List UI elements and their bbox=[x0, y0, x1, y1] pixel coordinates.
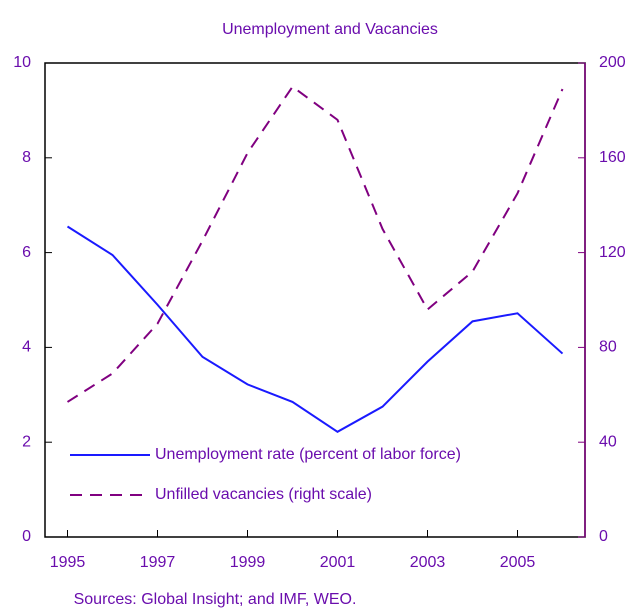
x-tick-label: 2001 bbox=[320, 554, 356, 571]
y2-tick-label: 160 bbox=[599, 149, 626, 166]
y2-tick-label: 0 bbox=[599, 528, 608, 545]
x-tick-label: 2003 bbox=[410, 554, 446, 571]
legend-label: Unfilled vacancies (right scale) bbox=[155, 486, 372, 503]
x-tick-label: 1997 bbox=[140, 554, 176, 571]
y-tick-label: 0 bbox=[22, 528, 31, 545]
y2-tick-label: 120 bbox=[599, 244, 626, 261]
x-tick-label: 1995 bbox=[50, 554, 86, 571]
plot-frame bbox=[44, 62, 586, 538]
legend-label: Unemployment rate (percent of labor forc… bbox=[155, 446, 461, 463]
y2-tick-label: 40 bbox=[599, 433, 617, 450]
y2-tick-label: 80 bbox=[599, 339, 617, 356]
x-tick-label: 2005 bbox=[500, 554, 536, 571]
series-line bbox=[66, 85, 564, 403]
source-note: Sources: Global Insight; and IMF, WEO. bbox=[74, 591, 357, 608]
y2-tick-label: 200 bbox=[599, 54, 626, 71]
chart-title: Unemployment and Vacancies bbox=[222, 21, 438, 38]
y-tick-label: 4 bbox=[22, 339, 31, 356]
y-tick-label: 8 bbox=[22, 149, 31, 166]
y-tick-label: 6 bbox=[22, 244, 31, 261]
x-tick-label: 1999 bbox=[230, 554, 266, 571]
series-line bbox=[66, 225, 564, 433]
y-tick-label: 10 bbox=[13, 54, 31, 71]
y-tick-label: 2 bbox=[22, 433, 31, 450]
